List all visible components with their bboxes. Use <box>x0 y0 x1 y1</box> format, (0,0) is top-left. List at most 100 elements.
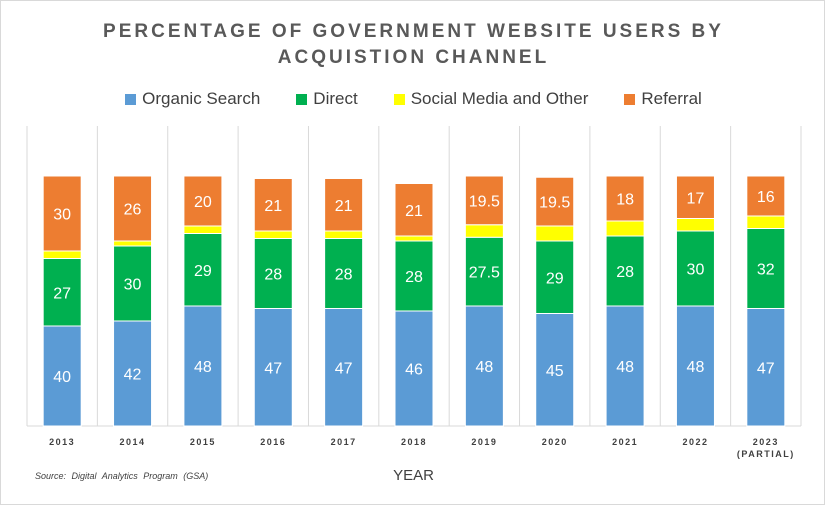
bar-2018-referral <box>394 183 434 237</box>
data-label-2017-referral: 21 <box>335 198 353 215</box>
x-tick-label-2023: 2023 <box>753 437 779 447</box>
data-label-2018-direct: 28 <box>405 269 423 286</box>
data-label-2013-referral: 30 <box>53 207 71 224</box>
x-tick-label-2019: 2019 <box>471 437 497 447</box>
x-tick-label-2021: 2021 <box>612 437 638 447</box>
legend-swatch-direct <box>296 93 308 105</box>
data-label-2015-referral: 20 <box>194 194 212 211</box>
data-label-2023-referral: 16 <box>757 189 775 206</box>
bar-2023-social-media-and-other <box>746 215 786 229</box>
bar-2019-social-media-and-other <box>464 224 504 238</box>
data-label-2020-organic-search: 45 <box>546 363 564 380</box>
bar-2018-organic-search <box>394 310 434 427</box>
data-label-2021-direct: 28 <box>616 264 634 281</box>
bar-2013-referral <box>42 175 82 252</box>
legend-item-referral: Referral <box>624 89 702 109</box>
bar-2015-direct <box>183 233 223 307</box>
bar-2017-social-media-and-other <box>324 230 364 239</box>
data-label-2022-direct: 30 <box>687 262 705 279</box>
bar-2014-direct <box>113 245 153 322</box>
data-label-2020-referral: 19.5 <box>539 195 570 212</box>
data-label-2020-direct: 29 <box>546 270 564 287</box>
legend-label-direct: Direct <box>313 89 358 108</box>
legend-item-social-media: Social Media and Other <box>393 89 589 109</box>
bar-2017-direct <box>324 238 364 309</box>
bar-2021-social-media-and-other <box>605 220 645 237</box>
data-label-2013-organic-search: 40 <box>53 369 71 386</box>
bar-2023-referral <box>746 175 786 217</box>
data-label-2014-direct: 30 <box>124 277 142 294</box>
x-tick-label-2017: 2017 <box>331 437 357 447</box>
bar-2021-direct <box>605 235 645 307</box>
legend-item-direct: Direct <box>296 89 358 109</box>
bar-2015-organic-search <box>183 305 223 427</box>
data-label-2017-direct: 28 <box>335 267 353 284</box>
data-label-2014-referral: 26 <box>124 202 142 219</box>
bar-2022-referral <box>675 175 715 219</box>
data-label-2021-organic-search: 48 <box>616 359 634 376</box>
data-label-2015-direct: 29 <box>194 263 212 280</box>
data-label-2021-referral: 18 <box>616 192 634 209</box>
bar-2016-direct <box>253 238 293 309</box>
data-label-2023-organic-search: 47 <box>757 360 775 377</box>
x-axis-title: YEAR <box>393 467 434 484</box>
x-tick-label-2018: 2018 <box>401 437 427 447</box>
x-tick-label-2015: 2015 <box>190 437 216 447</box>
bar-2018-direct <box>394 240 434 312</box>
legend-swatch-organic-search <box>125 93 137 105</box>
chart-title-line-1: PERCENTAGE OF GOVERNMENT WEBSITE USERS B… <box>103 21 724 42</box>
data-label-2023-direct: 32 <box>757 262 775 279</box>
x-tick-label-2013: 2013 <box>49 437 75 447</box>
legend-item-organic-search: Organic Search <box>125 89 260 109</box>
bar-2016-referral <box>253 178 293 232</box>
bar-2014-organic-search <box>113 320 153 427</box>
bar-2013-social-media-and-other <box>42 250 82 259</box>
data-label-2016-referral: 21 <box>264 198 282 215</box>
bar-2013-organic-search <box>42 325 82 427</box>
data-label-2015-organic-search: 48 <box>194 359 212 376</box>
bar-2017-referral <box>324 178 364 232</box>
legend-label-social-media: Social Media and Other <box>410 89 589 108</box>
bar-2021-organic-search <box>605 305 645 427</box>
bar-2021-referral <box>605 175 645 222</box>
x-tick-label-2022: 2022 <box>682 437 708 447</box>
source-note: Source: Digital Analytics Program (GSA) <box>35 471 209 481</box>
x-tick-label-2016: 2016 <box>260 437 286 447</box>
bar-2019-organic-search <box>464 305 504 427</box>
data-label-2022-organic-search: 48 <box>687 359 705 376</box>
chart-title-line-2: ACQUISTION CHANNEL <box>277 47 550 68</box>
bar-2013-direct <box>42 258 82 327</box>
data-label-2019-direct: 27.5 <box>469 265 500 282</box>
bar-2019-referral <box>464 175 504 226</box>
legend-swatch-referral <box>624 93 636 105</box>
bar-2023-direct <box>746 228 786 309</box>
data-label-2018-referral: 21 <box>405 203 423 220</box>
data-label-2016-organic-search: 47 <box>264 360 282 377</box>
data-label-2017-organic-search: 47 <box>335 360 353 377</box>
data-label-2022-referral: 17 <box>687 190 705 207</box>
legend-label-organic-search: Organic Search <box>142 89 261 108</box>
x-tick-sublabel-2023: (PARTIAL) <box>737 449 795 459</box>
chart-title: PERCENTAGE OF GOVERNMENT WEBSITE USERS B… <box>1 19 824 71</box>
legend: Organic Search Direct Social Media and O… <box>1 89 824 109</box>
bar-2020-referral <box>535 176 575 227</box>
x-tick-label-2020: 2020 <box>542 437 568 447</box>
legend-label-referral: Referral <box>641 89 702 108</box>
data-label-2014-organic-search: 42 <box>124 367 142 384</box>
bar-2018-social-media-and-other <box>394 235 434 242</box>
data-label-2013-direct: 27 <box>53 285 71 302</box>
data-label-2018-organic-search: 46 <box>405 362 423 379</box>
legend-swatch-social-media <box>393 93 405 105</box>
bar-2022-social-media-and-other <box>675 218 715 232</box>
x-tick-label-2014: 2014 <box>120 437 146 447</box>
bar-2020-social-media-and-other <box>535 225 575 242</box>
bar-2014-referral <box>113 175 153 242</box>
bar-2014-social-media-and-other <box>113 240 153 247</box>
data-label-2019-referral: 19.5 <box>469 193 500 210</box>
bar-2016-organic-search <box>253 308 293 427</box>
data-label-2019-organic-search: 48 <box>475 359 493 376</box>
bar-2017-organic-search <box>324 308 364 427</box>
data-label-2016-direct: 28 <box>264 267 282 284</box>
